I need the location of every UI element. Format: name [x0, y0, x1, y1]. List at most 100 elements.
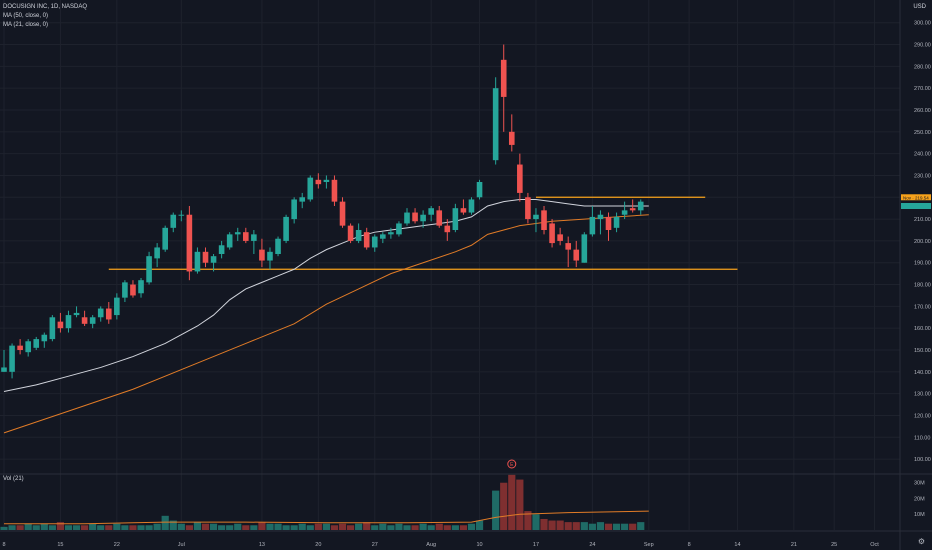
time-tick-label: 13: [259, 542, 265, 548]
volume-bar: [604, 523, 613, 530]
price-tick-label: 200.00: [914, 239, 931, 245]
candle: [323, 175, 330, 189]
candle: [154, 243, 160, 268]
candle-body: [154, 247, 160, 259]
volume-bar: [193, 522, 202, 530]
volume-bar: [226, 525, 234, 530]
volume-bar: [177, 523, 185, 530]
candle: [621, 201, 628, 220]
candle: [283, 214, 289, 244]
candle-body: [444, 225, 451, 233]
candle-body: [49, 317, 56, 340]
price-tick-label: 240.00: [914, 152, 931, 158]
volume-bar: [322, 523, 330, 530]
volume-bar: [346, 525, 355, 530]
time-tick-label: Sep: [644, 542, 654, 548]
candle-body: [371, 236, 378, 248]
volume-bar: [459, 525, 468, 530]
time-tick-label: 10: [476, 542, 482, 548]
candle: [388, 227, 394, 239]
volume-bar: [556, 520, 564, 530]
candle-body: [57, 321, 64, 329]
candle: [444, 219, 451, 241]
ma50-line: [3, 214, 649, 434]
candle-body: [500, 59, 507, 97]
candle-body: [557, 234, 563, 241]
candle-body: [9, 345, 15, 372]
candle: [492, 77, 499, 165]
candle: [105, 302, 112, 324]
volume-bar: [395, 523, 403, 530]
candle-body: [404, 212, 410, 224]
candle: [331, 175, 338, 206]
candle: [218, 240, 225, 259]
volume-bar: [548, 520, 556, 530]
volume-bar: [306, 525, 314, 530]
candle: [291, 197, 297, 224]
candle-body: [210, 256, 217, 263]
volume-bar: [540, 518, 548, 530]
gear-icon[interactable]: ⚙: [917, 537, 925, 546]
volume-bar: [475, 520, 484, 530]
level-price-tag: [901, 194, 931, 201]
candle-body: [162, 227, 168, 250]
candle-body: [396, 223, 402, 235]
ma21-line: [3, 198, 649, 392]
candle: [428, 206, 434, 222]
candle-body: [363, 232, 370, 248]
candle: [41, 332, 48, 348]
candle: [581, 232, 588, 263]
ma21-legend[interactable]: MA (21, close, 0): [3, 22, 49, 28]
ma50-legend[interactable]: MA (50, close, 0): [3, 13, 49, 19]
candle-body: [388, 232, 394, 235]
candle-body: [323, 179, 330, 182]
candle-body: [339, 201, 346, 226]
candle-body: [629, 208, 636, 211]
volume-bar: [185, 525, 193, 530]
volume-bar: [621, 523, 629, 530]
candle: [130, 280, 136, 298]
candle: [629, 199, 636, 213]
volume-legend[interactable]: Vol (21): [3, 476, 24, 482]
candle-body: [259, 249, 265, 261]
volume-bar: [314, 523, 322, 530]
candle: [637, 199, 644, 215]
candle: [396, 221, 402, 237]
time-tick-label: 27: [372, 542, 378, 548]
volume-bar: [500, 482, 508, 530]
time-tick-label: 8: [2, 542, 5, 548]
candle: [557, 227, 563, 246]
price-tick-label: 160.00: [914, 326, 931, 332]
candle: [259, 238, 265, 268]
candle: [597, 210, 604, 235]
candle-body: [114, 297, 120, 316]
time-tick-label: 21: [791, 542, 797, 548]
candle: [122, 280, 128, 302]
volume-ma-line: [4, 510, 649, 525]
candle: [525, 192, 531, 224]
time-tick-label: 25: [831, 542, 837, 548]
candle: [17, 339, 23, 355]
volume-bar: [508, 474, 516, 530]
time-tick-label: 24: [589, 542, 595, 548]
candle-body: [589, 216, 596, 235]
candle: [541, 206, 547, 235]
candle: [9, 343, 15, 379]
candle-body: [186, 214, 193, 272]
candle: [226, 232, 233, 250]
candle: [138, 278, 144, 298]
candle-body: [218, 245, 225, 254]
candle: [339, 197, 346, 228]
candle: [380, 232, 386, 244]
candle: [573, 240, 580, 268]
candle-body: [525, 197, 531, 220]
volume-bar: [403, 525, 411, 530]
candle: [33, 336, 40, 350]
time-tick-label: 22: [114, 542, 120, 548]
symbol-title[interactable]: DOCUSIGN INC, 1D, NASDAQ: [3, 4, 88, 10]
candle-body: [226, 234, 233, 248]
price-tick-label: 270.00: [914, 86, 931, 92]
volume-bar: [371, 525, 379, 530]
